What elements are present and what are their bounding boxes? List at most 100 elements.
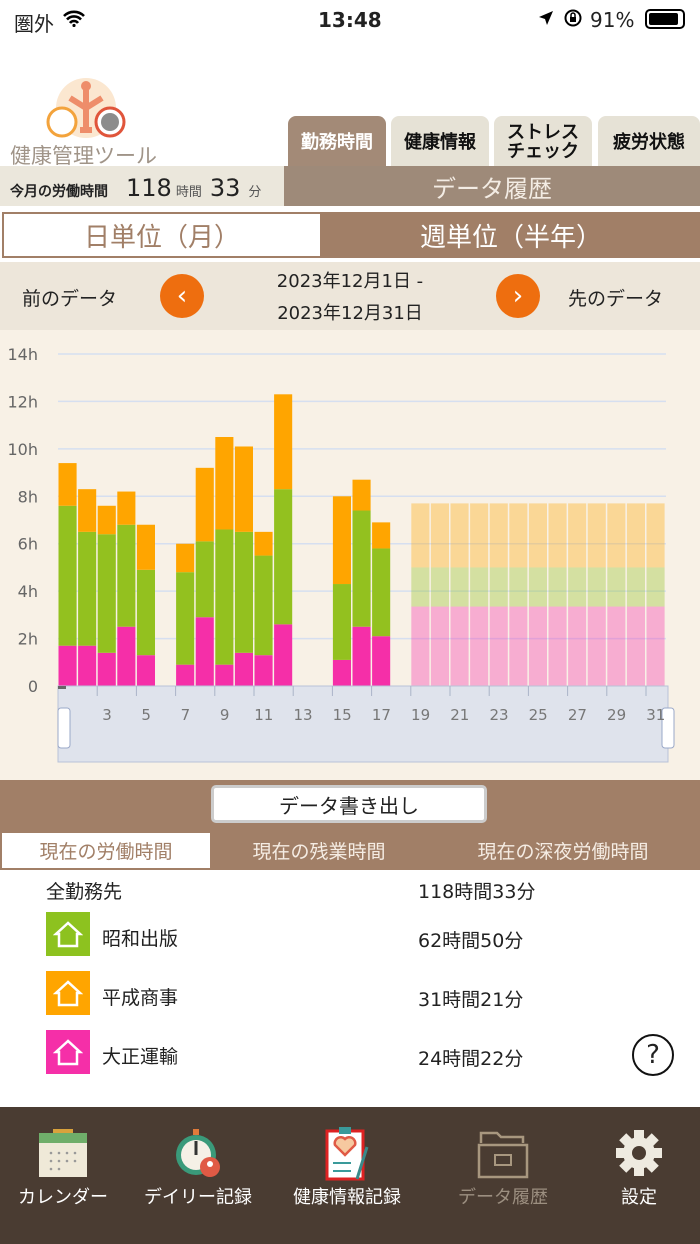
- nav-health-record[interactable]: 健康情報記録: [277, 1107, 417, 1244]
- app-logo: [40, 78, 130, 140]
- x-tick-label: 3: [102, 706, 112, 724]
- employer-name: 大正運輸: [102, 1046, 179, 1068]
- range-scrollbar[interactable]: [57, 685, 669, 763]
- house-icon: [46, 912, 90, 956]
- weekly-toggle[interactable]: 週単位（半年）: [322, 212, 700, 258]
- house-icon: [46, 971, 90, 1015]
- bar-segment: [372, 548, 391, 637]
- x-tick-label: 9: [220, 706, 230, 724]
- date-range: 2023年12月1日 - 2023年12月31日: [230, 266, 470, 330]
- bar-segment: [78, 531, 97, 646]
- work-hours-chart: 0 2h 4h 6h 8h 10h 12h 14h 3 5 7 9 11 13 15 17 19 21 23 25 27…: [0, 330, 700, 780]
- clock: 13:48: [318, 8, 382, 32]
- y-tick-label: 10h: [8, 440, 39, 459]
- chevron-left-icon: ‹: [176, 281, 188, 311]
- x-tick-label: 17: [372, 706, 391, 724]
- bar-segment: [372, 522, 391, 549]
- nav-calendar[interactable]: カレンダー: [0, 1107, 133, 1244]
- total-label: 全勤務先: [46, 881, 123, 903]
- bar-segment: [626, 503, 645, 568]
- bar-segment: [411, 567, 430, 607]
- next-label[interactable]: 先のデータ: [568, 288, 664, 310]
- bar-segment: [489, 503, 508, 568]
- nav-daily-record[interactable]: デイリー記録: [128, 1107, 268, 1244]
- bar-segment: [528, 606, 547, 686]
- tab-current-work[interactable]: 現在の労働時間: [2, 833, 210, 868]
- bar-segment: [274, 624, 293, 686]
- bar-segment: [528, 503, 547, 568]
- nav-calendar-label: カレンダー: [18, 1187, 108, 1208]
- employer-hours: 31時間21分: [418, 989, 524, 1011]
- employer-row: 昭和出版 62時間50分: [0, 912, 700, 956]
- bar-segment: [97, 652, 116, 686]
- bar-segment: [274, 394, 293, 490]
- x-tick-label: 21: [450, 706, 469, 724]
- monthly-hours-value: 118: [126, 174, 172, 202]
- bar-segment: [548, 503, 567, 568]
- scroll-handle-left[interactable]: [57, 707, 71, 749]
- export-button[interactable]: データ書き出し: [211, 785, 487, 823]
- tab-health-info[interactable]: 健康情報: [391, 116, 489, 168]
- bar-segment: [548, 606, 567, 686]
- bar-segment: [215, 529, 234, 665]
- nav-history-label: データ履歴: [458, 1187, 548, 1208]
- tab-current-overtime[interactable]: 現在の残業時間: [252, 841, 386, 863]
- bar-segment: [254, 555, 273, 656]
- y-tick-label: 8h: [18, 487, 38, 506]
- employer-row: 平成商事 31時間21分: [0, 971, 700, 1015]
- prev-button[interactable]: ‹: [160, 274, 204, 318]
- nav-data-history[interactable]: データ履歴: [433, 1107, 573, 1244]
- bar-segment: [352, 510, 371, 627]
- y-tick-label: 4h: [18, 582, 38, 601]
- scroll-handle-right[interactable]: [661, 707, 675, 749]
- bar-segment: [509, 606, 528, 686]
- bar-segment: [176, 572, 195, 665]
- prev-label[interactable]: 前のデータ: [22, 288, 118, 310]
- bar-segment: [509, 567, 528, 607]
- bar-segment: [332, 659, 351, 686]
- tab-fatigue[interactable]: 疲労状態: [598, 116, 700, 168]
- battery-percent: 91%: [590, 8, 635, 32]
- y-tick-label: 14h: [8, 345, 39, 364]
- bar-segment: [470, 503, 489, 568]
- bar-segment: [234, 446, 253, 532]
- nav-daily-label: デイリー記録: [144, 1187, 252, 1208]
- bar-segment: [195, 467, 214, 542]
- bar-segment: [176, 664, 195, 686]
- monthly-minutes-value: 33: [209, 174, 241, 202]
- daily-toggle[interactable]: 日単位（月）: [2, 212, 322, 258]
- bar-segment: [136, 569, 155, 656]
- nav-settings[interactable]: 設定: [569, 1107, 700, 1244]
- bar-segment: [215, 664, 234, 686]
- bar-segment: [352, 626, 371, 686]
- wifi-icon: [63, 10, 85, 27]
- x-tick-label: 23: [489, 706, 508, 724]
- section-title: データ履歴: [284, 166, 700, 206]
- bar-segment: [568, 606, 587, 686]
- x-tick-label: 27: [568, 706, 587, 724]
- tab-work-hours[interactable]: 勤務時間: [288, 116, 386, 168]
- range-end: 2023年12月31日: [277, 303, 423, 324]
- next-button[interactable]: ›: [496, 274, 540, 318]
- bar-segment: [607, 567, 626, 607]
- bar-segment: [646, 503, 665, 568]
- bar-segment: [450, 567, 469, 607]
- tab-stress-check[interactable]: ストレス チェック: [494, 116, 592, 168]
- bar-segment: [509, 503, 528, 568]
- bar-segment: [58, 463, 77, 506]
- bar-segment: [450, 503, 469, 568]
- x-tick-label: 11: [254, 706, 273, 724]
- bar-segment: [430, 567, 449, 607]
- bar-segment: [352, 479, 371, 511]
- bar-segment: [450, 606, 469, 686]
- calendar-icon: [39, 1129, 87, 1177]
- bar-segment: [78, 489, 97, 532]
- tab-current-night[interactable]: 現在の深夜労働時間: [477, 841, 649, 863]
- help-icon[interactable]: ?: [632, 1034, 674, 1076]
- battery-icon: [645, 9, 685, 29]
- bar-segment: [587, 503, 606, 568]
- total-value: 118時間33分: [418, 881, 536, 903]
- bar-segment: [470, 606, 489, 686]
- stopwatch-icon: [176, 1129, 220, 1177]
- export-area: データ書き出し 現在の労働時間 現在の残業時間 現在の深夜労働時間: [0, 780, 700, 870]
